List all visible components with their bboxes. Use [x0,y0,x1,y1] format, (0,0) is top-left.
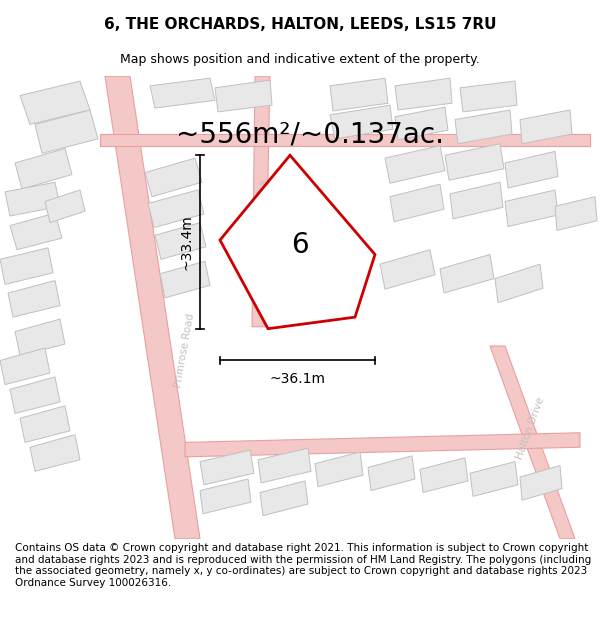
Polygon shape [220,155,375,329]
Text: Primrose Road: Primrose Road [173,313,196,389]
Polygon shape [0,248,53,284]
Polygon shape [445,144,504,180]
Polygon shape [155,222,206,259]
Text: ~33.4m: ~33.4m [180,214,194,270]
Polygon shape [420,458,468,492]
Polygon shape [200,479,251,514]
Polygon shape [505,190,558,226]
Polygon shape [495,264,543,302]
Polygon shape [450,182,503,219]
Text: Halton Drive: Halton Drive [514,396,546,461]
Polygon shape [330,78,388,111]
Text: Map shows position and indicative extent of the property.: Map shows position and indicative extent… [120,53,480,66]
Polygon shape [148,190,204,228]
Polygon shape [160,261,210,298]
Polygon shape [455,110,512,144]
Polygon shape [505,151,558,188]
Polygon shape [380,249,435,289]
Polygon shape [30,435,80,471]
Polygon shape [520,466,562,500]
Text: ~556m²/~0.137ac.: ~556m²/~0.137ac. [176,120,444,148]
Polygon shape [20,406,70,442]
Polygon shape [315,452,363,487]
Polygon shape [15,319,65,356]
Polygon shape [470,462,518,496]
Text: ~36.1m: ~36.1m [269,372,325,386]
Text: Contains OS data © Crown copyright and database right 2021. This information is : Contains OS data © Crown copyright and d… [15,543,591,588]
Polygon shape [490,346,575,539]
Text: 6, THE ORCHARDS, HALTON, LEEDS, LS15 7RU: 6, THE ORCHARDS, HALTON, LEEDS, LS15 7RU [104,17,496,32]
Polygon shape [395,107,448,140]
Polygon shape [520,110,572,144]
Polygon shape [555,197,597,231]
Polygon shape [35,110,98,153]
Polygon shape [8,281,60,317]
Polygon shape [260,481,308,516]
Polygon shape [105,76,200,539]
Polygon shape [10,377,60,414]
Polygon shape [200,450,254,485]
Polygon shape [20,81,90,124]
Polygon shape [15,149,72,189]
Polygon shape [45,190,85,222]
Polygon shape [395,78,452,110]
Polygon shape [100,134,590,146]
Text: The Orcha: The Orcha [254,179,269,234]
Polygon shape [5,182,60,216]
Polygon shape [460,81,517,112]
Polygon shape [258,448,311,483]
Polygon shape [215,80,272,112]
Polygon shape [0,348,50,384]
Polygon shape [440,254,494,293]
Polygon shape [150,78,215,108]
Polygon shape [252,76,270,327]
Polygon shape [145,158,202,197]
Polygon shape [10,213,62,249]
Text: 6: 6 [291,231,309,259]
Polygon shape [185,432,580,457]
Polygon shape [330,105,393,139]
Polygon shape [368,456,415,491]
Polygon shape [390,184,444,222]
Polygon shape [385,146,445,183]
